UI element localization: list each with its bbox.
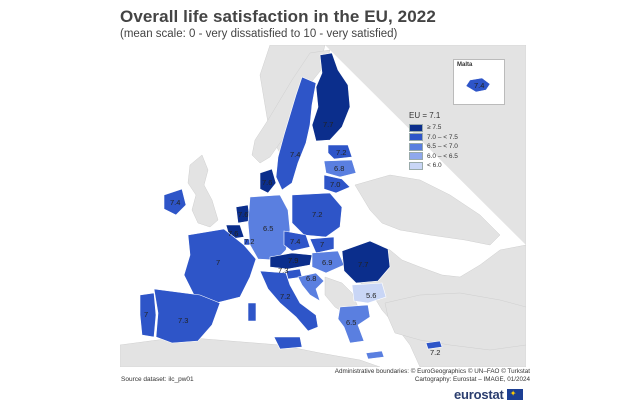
source-note: Source dataset: ilc_pw01 <box>121 376 194 383</box>
turkey <box>384 292 526 351</box>
malta-inset: Malta 7.4 <box>453 59 505 105</box>
eu-flag-icon: ✦ <box>506 389 523 400</box>
region-latvia <box>323 159 357 178</box>
region-hungary <box>311 250 345 274</box>
region-greece <box>337 304 385 360</box>
value-label-italy: 7.2 <box>280 292 290 301</box>
value-label-greece: 6.5 <box>346 318 356 327</box>
legend-item: < 6.0 <box>409 161 458 171</box>
legend-item: ≥ 7.5 <box>409 123 458 133</box>
value-label-slovenia: 7.3 <box>278 266 288 275</box>
region-lithuania <box>323 174 351 194</box>
region-italy <box>247 270 319 350</box>
value-label-poland: 7.2 <box>312 210 322 219</box>
region-czechia <box>283 230 311 252</box>
map-subtitle: (mean scale: 0 - very dissatisfied to 10… <box>120 28 398 40</box>
region-cyprus <box>425 340 443 350</box>
ukraine-belarus <box>354 174 501 246</box>
legend-label: ≥ 7.5 <box>427 124 442 132</box>
value-label-hungary: 6.9 <box>322 258 332 267</box>
credits-boundaries: Administrative boundaries: © EuroGeograp… <box>334 368 530 375</box>
logo-text: eurostat <box>454 387 504 402</box>
value-label-cyprus: 7.2 <box>430 348 440 357</box>
credits: Administrative boundaries: © EuroGeograp… <box>335 368 530 384</box>
value-label-romania: 7.7 <box>358 260 368 269</box>
value-label-netherlands: 7.6 <box>238 210 248 219</box>
value-label-ireland: 7.4 <box>170 198 180 207</box>
value-label-slovakia: 7 <box>320 240 324 249</box>
value-label-germany: 6.5 <box>263 224 273 233</box>
malta-shape <box>465 77 491 93</box>
legend-item: 6.5 – < 7.0 <box>409 142 458 152</box>
value-label-austria: 7.9 <box>288 256 298 265</box>
value-label-sweden: 7.4 <box>290 150 300 159</box>
region-slovakia <box>309 236 335 254</box>
value-label-lithuania: 7.0 <box>330 180 340 189</box>
value-label-croatia: 6.8 <box>306 274 316 283</box>
iceland-uk <box>187 154 219 228</box>
value-label-denmark: 7.6 <box>262 178 272 187</box>
value-label-luxembourg: 7.2 <box>244 237 254 246</box>
value-labels: 7.7 7.4 7.2 6.8 7.0 7.6 7.4 7.6 7.6 7.2 6.5 7.2 7.4 7… <box>144 120 440 357</box>
malta-inset-title: Malta <box>457 62 473 68</box>
legend-label: 6.0 – < 6.5 <box>427 152 458 160</box>
legend-swatch <box>409 161 423 170</box>
value-label-czechia: 7.4 <box>290 237 300 246</box>
region-poland <box>291 192 343 238</box>
region-austria <box>269 252 313 270</box>
region-sweden <box>275 76 317 191</box>
map-title: Overall life satisfaction in the EU, 202… <box>120 7 436 26</box>
region-estonia <box>327 144 353 160</box>
region-portugal <box>139 292 157 338</box>
region-finland <box>311 52 351 142</box>
value-label-estonia: 7.2 <box>336 148 346 157</box>
legend-title: EU = 7.1 <box>409 111 441 120</box>
value-label-portugal: 7 <box>144 310 148 319</box>
value-label-finland: 7.7 <box>323 120 333 129</box>
title-block: Overall life satisfaction in the EU, 202… <box>120 7 436 40</box>
legend-label: 6.5 – < 7.0 <box>427 143 458 151</box>
legend-item: 7.0 – < 7.5 <box>409 133 458 143</box>
value-label-spain: 7.3 <box>178 316 188 325</box>
region-denmark <box>259 168 277 194</box>
region-france <box>183 228 257 304</box>
value-label-france: 7 <box>216 258 220 267</box>
region-croatia <box>297 272 325 302</box>
region-ireland <box>163 188 187 216</box>
legend-label: < 6.0 <box>427 162 442 170</box>
legend-item: 6.0 – < 6.5 <box>409 152 458 162</box>
value-label-bulgaria: 5.6 <box>366 291 376 300</box>
legend-swatch <box>409 123 423 132</box>
credits-cartography: Cartography: Eurostat – IMAGE, 01/2024 <box>414 376 530 383</box>
legend-label: 7.0 – < 7.5 <box>427 133 458 141</box>
eurostat-logo: eurostat ✦ <box>454 387 523 402</box>
value-label-belgium: 7.6 <box>228 229 238 238</box>
legend-swatch <box>409 142 423 151</box>
value-label-latvia: 6.8 <box>334 164 344 173</box>
malta-inset-svg: 7.4 <box>465 77 491 93</box>
region-bulgaria <box>351 282 387 304</box>
malta-value: 7.4 <box>474 81 484 90</box>
legend: EU = 7.1 ≥ 7.5 7.0 – < 7.5 6.5 – < 7.0 6… <box>409 111 458 171</box>
legend-swatch <box>409 133 423 142</box>
region-romania <box>341 240 391 284</box>
region-spain <box>153 288 221 344</box>
legend-swatch <box>409 152 423 161</box>
